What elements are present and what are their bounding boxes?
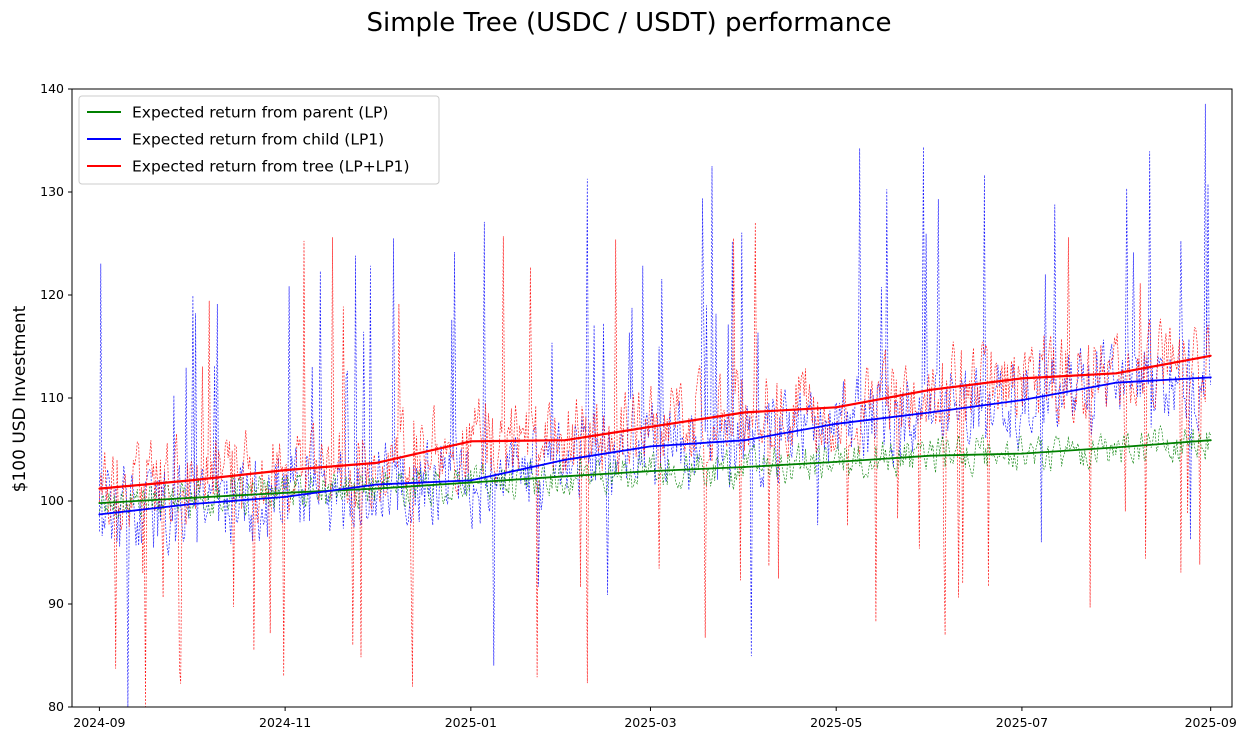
legend: Expected return from parent (LP) Expected… — [78, 95, 440, 185]
data-point — [743, 411, 746, 414]
data-point — [469, 440, 472, 443]
data-point — [564, 475, 567, 478]
y-tick-label: 120 — [40, 287, 64, 302]
data-point — [98, 513, 101, 516]
data-point — [98, 502, 101, 505]
data-point — [189, 496, 192, 499]
data-point — [1209, 439, 1212, 442]
data-point — [375, 487, 378, 490]
data-point — [284, 469, 287, 472]
data-point — [743, 439, 746, 442]
legend-label: Expected return from child (LP1) — [132, 131, 384, 149]
data-point — [375, 461, 378, 464]
noise-trace — [99, 424, 1211, 519]
noise-trace — [99, 222, 1211, 708]
legend-box — [78, 95, 440, 185]
data-point — [743, 466, 746, 469]
data-point — [564, 458, 567, 461]
x-tick-label: 2024-11 — [259, 715, 311, 730]
y-tick-label: 110 — [40, 390, 64, 405]
data-point — [929, 454, 932, 457]
y-axis-label: $100 USD Investment — [10, 305, 30, 492]
data-point — [835, 422, 838, 425]
data-point — [284, 495, 287, 498]
ticks-layer: 80 90 100 110 120 130 140 2024-09 2024-11 2025-01… — [40, 81, 1237, 730]
data-point — [1020, 377, 1023, 380]
data-point — [1209, 354, 1212, 357]
x-tick-label: 2025-07 — [996, 715, 1048, 730]
y-tick-label: 90 — [48, 596, 64, 611]
data-point — [469, 481, 472, 484]
noise-trace — [99, 103, 1212, 708]
x-tick-label: 2025-09 — [1185, 715, 1237, 730]
data-point — [1115, 381, 1118, 384]
series-layer — [98, 354, 1212, 516]
data-point — [835, 460, 838, 463]
x-tick-label: 2024-09 — [73, 715, 125, 730]
data-point — [1115, 372, 1118, 375]
x-tick-label: 2025-03 — [624, 715, 676, 730]
y-tick-label: 80 — [48, 699, 64, 714]
data-point — [469, 479, 472, 482]
y-tick-label: 100 — [40, 493, 64, 508]
data-point — [649, 425, 652, 428]
data-point — [189, 503, 192, 506]
y-tick-label: 130 — [40, 184, 64, 199]
x-tick-label: 2025-01 — [445, 715, 497, 730]
data-point — [929, 411, 932, 414]
legend-label: Expected return from parent (LP) — [132, 104, 388, 122]
data-point — [1209, 376, 1212, 379]
data-point — [1020, 399, 1023, 402]
chart-title: Simple Tree (USDC / USDT) performance — [367, 8, 892, 38]
y-tick-label: 140 — [40, 81, 64, 96]
data-point — [929, 388, 932, 391]
data-point — [189, 479, 192, 482]
data-point — [564, 439, 567, 442]
data-point — [835, 406, 838, 409]
data-point — [1020, 452, 1023, 455]
data-point — [284, 491, 287, 494]
data-point — [649, 445, 652, 448]
data-point — [375, 483, 378, 486]
data-point — [649, 470, 652, 473]
x-tick-label: 2025-05 — [810, 715, 862, 730]
data-point — [1115, 446, 1118, 449]
data-point — [98, 487, 101, 490]
noise-layer — [99, 103, 1212, 708]
legend-label: Expected return from tree (LP+LP1) — [132, 158, 410, 176]
